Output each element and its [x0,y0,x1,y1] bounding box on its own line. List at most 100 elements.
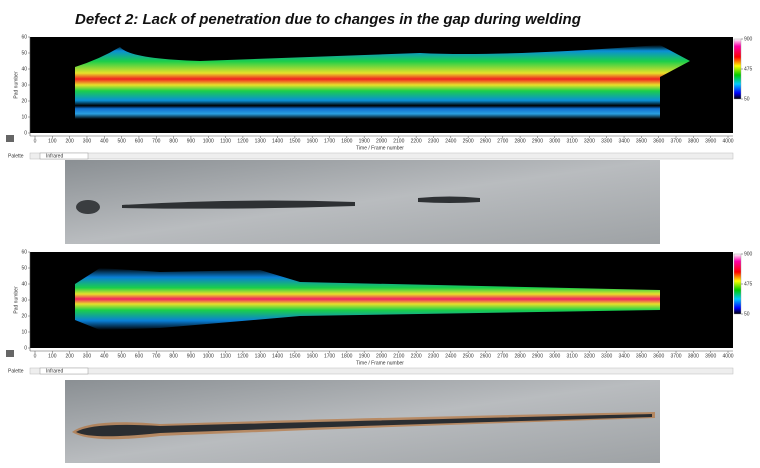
x-tick-label: 0 [34,353,37,359]
x-tick-label: 2200 [411,138,422,144]
palette-icon [6,135,14,142]
x-tick-label: 600 [135,138,144,144]
x-tick-label: 2000 [376,353,387,359]
x-tick-label: 2700 [497,353,508,359]
x-tick-label: 3000 [549,353,560,359]
photo-2 [65,380,660,463]
x-tick-label: 3100 [567,353,578,359]
x-tick-label: 3400 [618,138,629,144]
palette-label: Palette [8,368,24,374]
x-tick-label: 1700 [324,138,335,144]
x-tick-label: 700 [152,353,161,359]
x-tick-label: 200 [65,138,74,144]
colorbar-tick-label: 50 [744,96,750,102]
x-tick-label: 2300 [428,353,439,359]
x-axis-label: Time / Frame number [356,145,404,151]
photo-1 [65,160,660,244]
x-tick-label: 400 [100,353,109,359]
y-tick-label: 10 [21,114,27,120]
x-tick-label: 500 [117,353,126,359]
x-tick-label: 3600 [653,138,664,144]
palette-label: Palette [8,153,24,159]
x-tick-label: 1900 [359,138,370,144]
x-tick-label: 100 [48,353,57,359]
figure: Defect 2: Lack of penetration due to cha… [0,0,760,463]
colorbar-tick-label: 900 [744,36,753,42]
y-tick-label: 20 [21,98,27,104]
x-tick-label: 2000 [376,138,387,144]
x-tick-label: 100 [48,138,57,144]
x-tick-label: 2500 [463,353,474,359]
x-tick-label: 2900 [532,353,543,359]
x-tick-label: 3500 [636,353,647,359]
y-tick-label: 10 [21,329,27,335]
x-tick-label: 1600 [307,138,318,144]
palette-value: Infrared [46,368,63,374]
x-tick-label: 2800 [515,353,526,359]
x-tick-label: 2100 [393,138,404,144]
colorbar [734,254,741,314]
colorbar-tick-label: 900 [744,251,753,257]
x-tick-label: 1000 [203,138,214,144]
x-tick-label: 600 [135,353,144,359]
x-tick-label: 1000 [203,353,214,359]
x-tick-label: 1700 [324,353,335,359]
y-tick-label: 50 [21,265,27,271]
x-tick-label: 900 [187,138,196,144]
x-tick-label: 1800 [341,353,352,359]
x-tick-label: 3400 [618,353,629,359]
y-tick-label: 40 [21,66,27,72]
x-tick-label: 3000 [549,138,560,144]
x-tick-label: 2600 [480,138,491,144]
x-tick-label: 3700 [670,353,681,359]
x-tick-label: 1500 [289,353,300,359]
y-tick-label: 0 [24,345,27,351]
palette-value: Infrared [46,153,63,159]
x-tick-label: 3800 [688,353,699,359]
x-tick-label: 3500 [636,138,647,144]
x-tick-label: 2400 [445,353,456,359]
x-tick-label: 2700 [497,138,508,144]
x-tick-label: 800 [169,353,178,359]
x-tick-label: 1400 [272,138,283,144]
x-tick-label: 3800 [688,138,699,144]
x-tick-label: 1800 [341,138,352,144]
colorbar-tick-label: 475 [744,66,753,72]
x-tick-label: 3900 [705,353,716,359]
y-tick-label: 40 [21,281,27,287]
x-tick-label: 3300 [601,353,612,359]
x-tick-label: 1500 [289,138,300,144]
x-tick-label: 3600 [653,353,664,359]
y-axis-label: Pad number [13,71,19,99]
x-tick-label: 500 [117,138,126,144]
colorbar-tick-label: 50 [744,311,750,317]
x-tick-label: 2300 [428,138,439,144]
palette-bar [30,368,733,374]
x-tick-label: 1200 [237,138,248,144]
x-tick-label: 3900 [705,138,716,144]
x-tick-label: 1900 [359,353,370,359]
title: Defect 2: Lack of penetration due to cha… [75,11,581,28]
colorbar [734,39,741,99]
y-tick-label: 30 [21,297,27,303]
x-tick-label: 1600 [307,353,318,359]
x-tick-label: 800 [169,138,178,144]
x-tick-label: 0 [34,138,37,144]
colorbar-tick-label: 475 [744,281,753,287]
x-tick-label: 2900 [532,138,543,144]
x-tick-label: 1400 [272,353,283,359]
y-tick-label: 60 [21,34,27,40]
x-tick-label: 2600 [480,353,491,359]
x-tick-label: 4000 [722,138,733,144]
x-tick-label: 3200 [584,353,595,359]
x-tick-label: 1300 [255,353,266,359]
x-tick-label: 2800 [515,138,526,144]
x-tick-label: 1200 [237,353,248,359]
x-tick-label: 300 [83,138,92,144]
x-tick-label: 4000 [722,353,733,359]
y-tick-label: 0 [24,130,27,136]
x-tick-label: 700 [152,138,161,144]
y-tick-label: 60 [21,249,27,255]
x-tick-label: 300 [83,353,92,359]
x-tick-label: 2500 [463,138,474,144]
